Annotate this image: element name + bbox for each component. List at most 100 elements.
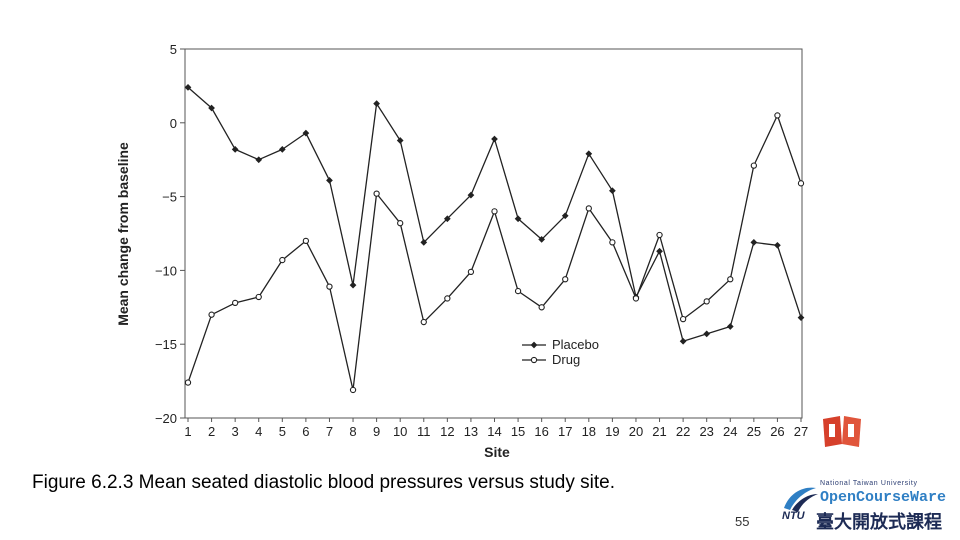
x-tick-label: 22 [676, 424, 690, 439]
drug-point [467, 268, 475, 276]
x-tick-label: 20 [629, 424, 643, 439]
placebo-point [184, 84, 192, 91]
drug-point [420, 318, 427, 326]
x-tick-label: 7 [326, 424, 333, 439]
ocw-title: OpenCourseWare [820, 489, 947, 506]
drug-point [373, 190, 380, 197]
legend-label-placebo: Placebo [552, 337, 599, 352]
drug-point [538, 304, 545, 311]
x-tick-label: 23 [699, 424, 713, 439]
placebo-point [750, 238, 758, 246]
placebo-point [726, 323, 734, 330]
x-tick-label: 17 [558, 424, 572, 439]
x-tick-label: 13 [464, 424, 478, 439]
x-tick-label: 24 [723, 424, 737, 439]
placebo-point [774, 241, 781, 249]
x-tick-label: 2 [208, 424, 215, 439]
placebo-point [231, 146, 239, 153]
ocw-swoosh-icon [784, 487, 818, 512]
x-tick-label: 16 [534, 424, 548, 439]
x-tick-label: 3 [232, 424, 239, 439]
x-tick-label: 19 [605, 424, 619, 439]
y-tick-label: −10 [155, 263, 177, 278]
drug-point [326, 283, 333, 290]
placebo-point [326, 176, 333, 184]
x-tick-label: 11 [417, 424, 431, 439]
x-tick-label: 18 [582, 424, 596, 439]
y-tick-label: 0 [170, 116, 177, 131]
ocw-chinese-title: 臺大開放式課程 [816, 512, 942, 532]
x-tick-label: 15 [511, 424, 525, 439]
drug-point [632, 295, 640, 302]
y-tick-label: −20 [155, 411, 177, 426]
placebo-point [656, 247, 663, 255]
placebo-point [561, 212, 569, 220]
placebo-point [514, 215, 522, 223]
drug-point [491, 208, 498, 215]
drug-series-line [187, 114, 802, 391]
placebo-point [538, 236, 546, 243]
drug-point [679, 315, 687, 323]
placebo-point [396, 137, 404, 144]
y-axis-label: Mean change from baseline [115, 142, 131, 326]
drug-point [585, 205, 592, 212]
ocw-university-name: National Taiwan University [820, 480, 918, 487]
drug-point [797, 180, 805, 187]
drug-point [609, 239, 616, 246]
ocw-logo: National Taiwan University OpenCourseWar… [780, 480, 958, 532]
x-tick-label: 1 [184, 424, 191, 439]
drug-point [279, 256, 286, 264]
drug-point [255, 293, 262, 301]
drug-point [208, 311, 215, 318]
placebo-point [302, 129, 310, 137]
placebo-point [443, 215, 451, 223]
x-tick-label: 26 [770, 424, 784, 439]
x-tick-label: 9 [373, 424, 380, 439]
placebo-point [420, 238, 428, 246]
drug-point [232, 299, 239, 307]
ocw-ntu-mark: NTU [782, 510, 805, 522]
placebo-point [467, 191, 475, 199]
x-tick-label: 8 [349, 424, 356, 439]
legend-marker-placebo [530, 341, 538, 349]
placebo-point [679, 337, 687, 345]
drug-point [444, 295, 451, 302]
drug-point [397, 220, 404, 227]
placebo-point [491, 135, 498, 143]
line-chart: 50−5−10−15−201 2 3 4 5 6 7 8 9 10 11 12 13 14 15 16 17 18… [115, 42, 808, 460]
placebo-point [609, 187, 616, 195]
drug-point [184, 379, 192, 386]
drug-point [656, 231, 663, 239]
placebo-point [208, 104, 215, 112]
x-tick-label: 27 [794, 424, 808, 439]
placebo-point [349, 281, 357, 289]
placebo-point [278, 146, 286, 153]
y-tick-label: −5 [162, 190, 177, 205]
x-tick-label: 21 [652, 424, 666, 439]
figure-caption: Figure 6.2.3 Mean seated diastolic blood… [32, 472, 615, 493]
x-tick-label: 5 [279, 424, 286, 439]
x-tick-label: 6 [302, 424, 309, 439]
x-axis-label: Site [484, 444, 510, 460]
drug-point [562, 276, 569, 283]
placebo-point [255, 156, 263, 164]
drug-point [302, 237, 310, 245]
x-tick-label: 4 [255, 424, 262, 439]
x-tick-label: 25 [747, 424, 761, 439]
placebo-point [585, 150, 593, 158]
x-tick-label: 14 [487, 424, 501, 439]
y-tick-label: −15 [155, 337, 177, 352]
book-icon [823, 416, 861, 447]
legend-marker-drug [530, 356, 538, 364]
x-tick-label: 10 [393, 424, 407, 439]
drug-point [703, 298, 710, 305]
placebo-point [373, 100, 380, 107]
drug-point [750, 162, 757, 169]
placebo-point [703, 330, 711, 338]
drug-point [349, 386, 357, 394]
legend-label-drug: Drug [552, 352, 580, 367]
drug-point [774, 112, 781, 119]
y-tick-label: 5 [170, 42, 177, 57]
plot-frame [184, 48, 803, 419]
page-number: 55 [735, 514, 750, 529]
